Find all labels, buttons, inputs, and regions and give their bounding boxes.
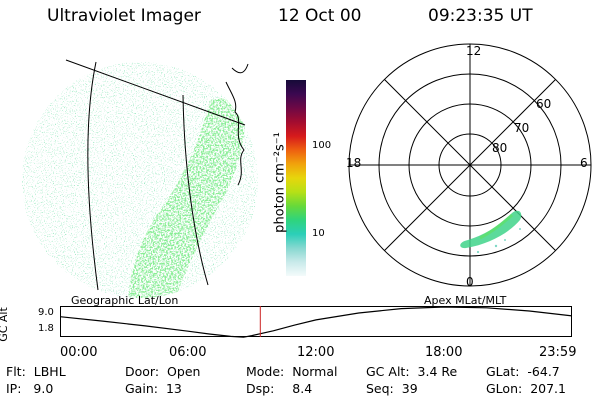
status-gc-alt: GC Alt: 3.4 Re	[366, 364, 457, 379]
timeline-x-tick-2: 12:00	[297, 345, 335, 360]
mlat-label-80: 80	[492, 141, 508, 155]
timeline-y-tick-max: 9.0	[38, 307, 54, 318]
status-dsp-label: Dsp:	[246, 381, 275, 396]
colorbar-gradient	[286, 80, 306, 276]
status-seq-value: 39	[401, 381, 418, 396]
status-ip-value: 9.0	[33, 381, 54, 396]
mlat-label-70: 70	[514, 121, 530, 135]
mlt-label-12: 12	[466, 44, 482, 58]
status-gain-value: 13	[165, 381, 182, 396]
timeline-y-tick-min: 1.8	[38, 323, 54, 334]
timeline-x-tick-1: 06:00	[169, 345, 207, 360]
status-door-label: Door:	[125, 364, 160, 379]
status-gain-label: Gain:	[125, 381, 158, 396]
status-gain: Gain: 13	[125, 381, 182, 396]
status-gc-alt-label: GC Alt:	[366, 364, 410, 379]
status-ip: IP: 9.0	[6, 381, 53, 396]
panel-label-geographic: Geographic Lat/Lon	[71, 294, 179, 307]
status-filter: Flt: LBHL	[6, 364, 66, 379]
instrument-title: Ultraviolet Imager	[47, 6, 201, 26]
timeline-plot	[60, 306, 572, 338]
status-filter-value: LBHL	[33, 364, 66, 379]
timeline-frame	[60, 306, 572, 337]
observation-time: 09:23:35 UT	[428, 6, 533, 26]
mlt-label-18: 18	[346, 156, 362, 170]
mlt-label-0: 0	[466, 275, 474, 289]
timeline-x-tick-4: 23:59	[539, 345, 577, 360]
status-dsp: Dsp: 8.4	[246, 381, 312, 396]
mlt-label-6: 6	[580, 156, 588, 170]
status-glon-label: GLon:	[486, 381, 523, 396]
timeline-x-tick-0: 00:00	[60, 345, 98, 360]
aurora-emission-left	[22, 62, 258, 298]
colorbar	[286, 80, 306, 276]
status-glat-value: -64.7	[527, 364, 560, 379]
altitude-curve	[60, 306, 572, 338]
status-glat: GLat: -64.7	[486, 364, 560, 379]
status-glat-label: GLat:	[486, 364, 520, 379]
status-seq: Seq: 39	[366, 381, 418, 396]
status-door: Door: Open	[125, 364, 200, 379]
mlat-label-60: 60	[536, 97, 552, 111]
status-mode-label: Mode:	[246, 364, 285, 379]
status-ip-label: IP:	[6, 381, 22, 396]
colorbar-tick-100: 100	[312, 140, 332, 151]
status-dsp-value: 8.4	[292, 381, 313, 396]
meridian-diag-2	[384, 79, 556, 251]
status-seq-label: Seq:	[366, 381, 394, 396]
timeline-x-tick-3: 18:00	[425, 345, 463, 360]
status-mode-value: Normal	[292, 364, 338, 379]
status-glon: GLon: 207.1	[486, 381, 566, 396]
observation-date: 12 Oct 00	[278, 6, 362, 26]
status-gc-alt-value: 3.4 Re	[417, 364, 458, 379]
timeline-y-axis-title: GC Alt	[0, 307, 10, 342]
status-door-value: Open	[167, 364, 201, 379]
status-mode: Mode: Normal	[246, 364, 338, 379]
status-filter-label: Flt:	[6, 364, 26, 379]
panel-label-apex: Apex MLat/MLT	[424, 294, 507, 307]
colorbar-tick-10: 10	[312, 228, 325, 239]
aurora-emission-polar	[460, 210, 522, 254]
status-glon-value: 207.1	[530, 381, 566, 396]
